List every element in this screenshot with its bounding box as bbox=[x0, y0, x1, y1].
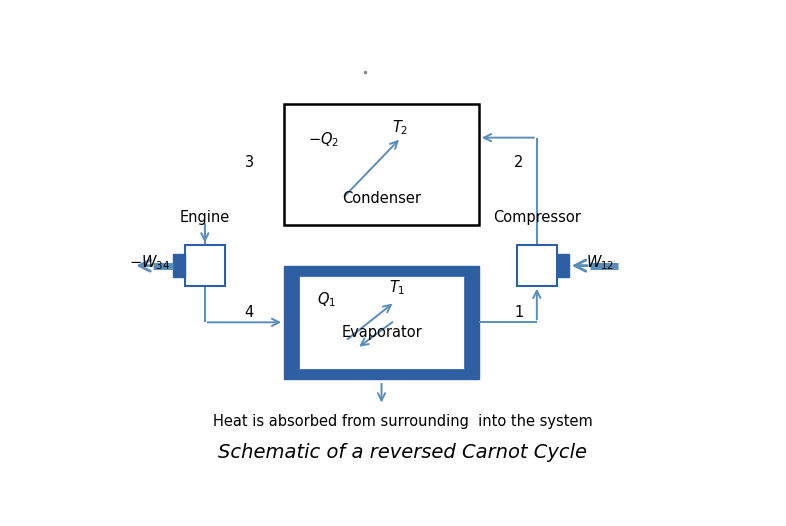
Text: Condenser: Condenser bbox=[342, 191, 421, 206]
Text: Heat is absorbed from surrounding  into the system: Heat is absorbed from surrounding into t… bbox=[213, 414, 593, 429]
Bar bbox=[556, 254, 569, 277]
Text: $T_1$: $T_1$ bbox=[388, 279, 405, 297]
Text: Evaporator: Evaporator bbox=[341, 325, 422, 340]
Text: $-Q_2$: $-Q_2$ bbox=[308, 131, 340, 149]
Text: Compressor: Compressor bbox=[493, 209, 581, 225]
Text: 4: 4 bbox=[244, 305, 254, 320]
Text: $-W_{34}$: $-W_{34}$ bbox=[129, 253, 170, 272]
Text: 3: 3 bbox=[244, 155, 254, 170]
Text: Engine: Engine bbox=[180, 209, 230, 225]
Text: $W_{12}$: $W_{12}$ bbox=[586, 253, 614, 272]
Bar bbox=[284, 104, 479, 225]
Bar bbox=[173, 254, 185, 277]
Bar bbox=[284, 266, 479, 379]
Text: $T_2$: $T_2$ bbox=[391, 118, 408, 137]
Text: Schematic of a reversed Carnot Cycle: Schematic of a reversed Carnot Cycle bbox=[219, 443, 587, 462]
Bar bbox=[299, 276, 464, 369]
Text: $Q_1$: $Q_1$ bbox=[318, 291, 336, 309]
Text: 1: 1 bbox=[514, 305, 523, 320]
Text: 2: 2 bbox=[514, 155, 523, 170]
Bar bbox=[185, 245, 225, 286]
Bar bbox=[517, 245, 556, 286]
